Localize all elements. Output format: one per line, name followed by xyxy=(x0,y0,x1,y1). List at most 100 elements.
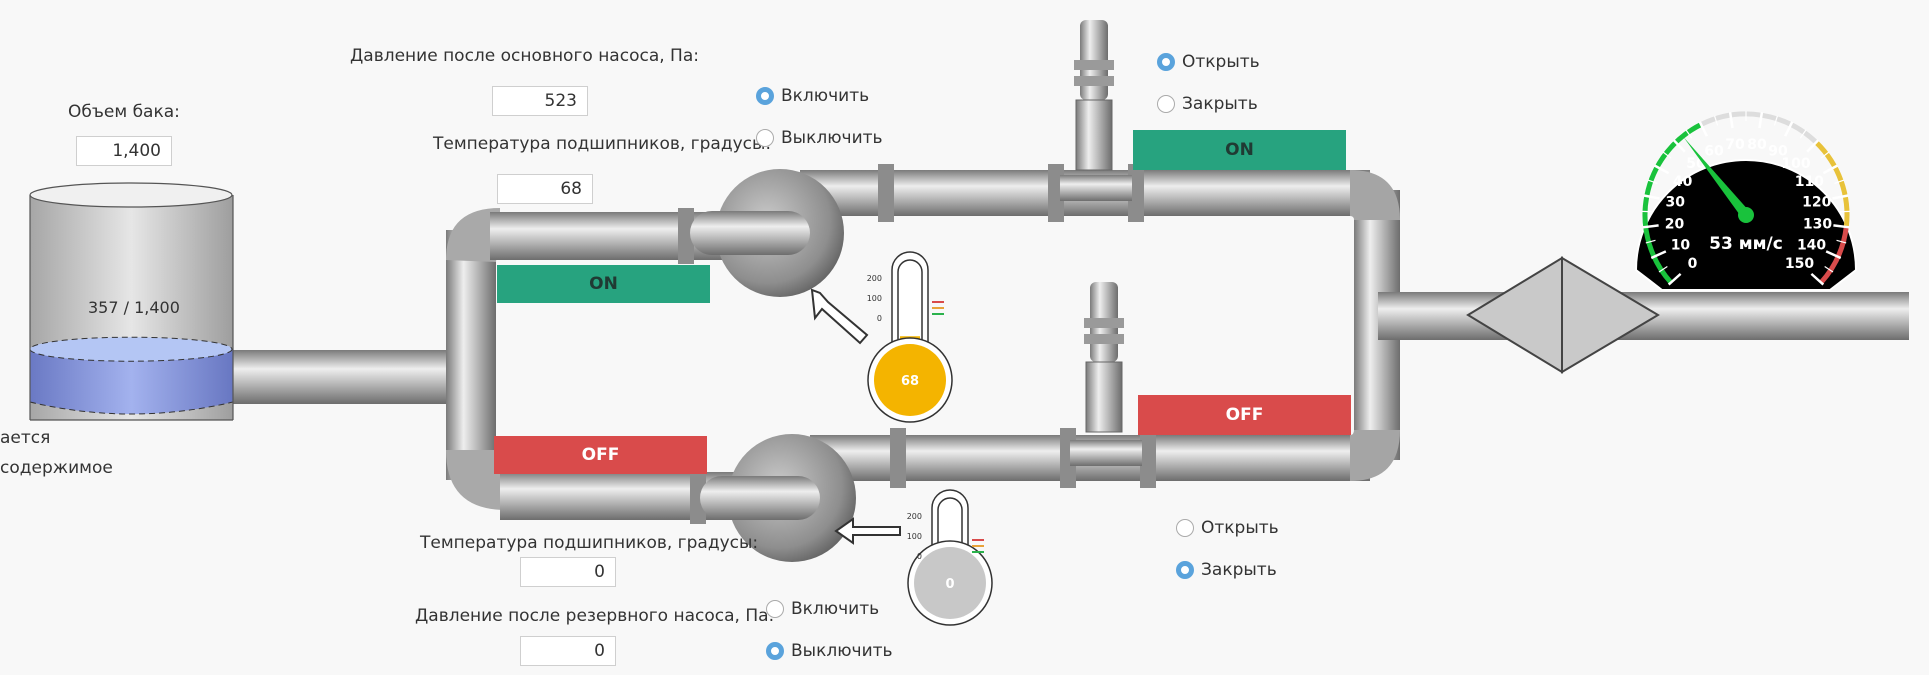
tank-water-surface xyxy=(29,336,233,362)
flange xyxy=(690,468,706,524)
gauge-tick-label: 10 xyxy=(1671,238,1691,254)
tank-outlet-pipe xyxy=(230,350,470,404)
main-pump-off-radio[interactable]: Выключить xyxy=(756,128,883,148)
thermometer-tick: 0 xyxy=(917,552,922,561)
gauge-tick xyxy=(1667,272,1682,286)
gauge-tick xyxy=(1658,265,1668,273)
radio-label: Выключить xyxy=(791,641,893,661)
radio-label: Закрыть xyxy=(1201,560,1277,580)
radio-dot xyxy=(756,129,774,147)
radio-dot xyxy=(1176,519,1194,537)
gauge-tick xyxy=(1799,129,1807,139)
top-valve-open-radio[interactable]: Открыть xyxy=(1157,52,1260,72)
tank-volume-field[interactable]: 1,400 xyxy=(76,136,172,166)
gauge-tick-label: 100 xyxy=(1781,156,1810,172)
top-valve xyxy=(1060,20,1132,201)
gauge-tick xyxy=(1713,115,1719,126)
radio-label: Включить xyxy=(781,86,870,106)
flange xyxy=(878,164,894,222)
radio-dot xyxy=(766,642,784,660)
radio-label: Открыть xyxy=(1201,518,1279,538)
thermometer-bulb xyxy=(914,547,986,619)
gauge-tick xyxy=(1653,164,1670,175)
main-pump xyxy=(690,169,844,297)
bottom-valve-close-radio[interactable]: Закрыть xyxy=(1176,560,1277,580)
gauge-tick-label: 90 xyxy=(1768,144,1788,160)
thermometer-tick: 200 xyxy=(907,512,922,521)
gauge-tick xyxy=(1672,139,1686,153)
gauge-tick-label: 150 xyxy=(1785,256,1814,272)
radio-dot xyxy=(1176,561,1194,579)
reserve-temp-field[interactable]: 0 xyxy=(520,557,616,587)
gauge-tick xyxy=(1647,179,1658,185)
top-valve-state-badge: ON xyxy=(1133,130,1346,170)
gauge-tick xyxy=(1645,239,1656,244)
reserve-pump-off-radio[interactable]: Выключить xyxy=(766,641,893,661)
radio-dot xyxy=(766,600,784,618)
reserve-temp-label: Температура подшипников, градусы: xyxy=(420,533,759,553)
gauge-tick xyxy=(1824,265,1834,273)
gauge-tick-label: 70 xyxy=(1725,137,1745,153)
reserve-pump-state-badge: OFF xyxy=(494,436,707,474)
tank xyxy=(29,182,234,421)
gauge-hub xyxy=(1738,207,1754,223)
flange xyxy=(1140,428,1156,488)
gauge-tick xyxy=(1685,129,1693,139)
gauge-tick xyxy=(1650,250,1667,260)
main-pump-state-badge: ON xyxy=(497,265,710,303)
gauge-tick-label: 60 xyxy=(1704,144,1724,160)
return-top-bend xyxy=(1350,170,1400,220)
manifold-pipe xyxy=(446,230,496,480)
gauge-tick xyxy=(1642,224,1659,229)
thermometer-tick: 0 xyxy=(877,314,882,323)
bottom-valve-open-radio[interactable]: Открыть xyxy=(1176,518,1279,538)
gauge-tick xyxy=(1833,224,1850,229)
gauge-tick xyxy=(1836,239,1847,244)
main-thermometer: 200 100 0 68 xyxy=(867,251,953,423)
tank-level-text: 357 / 1,400 xyxy=(88,298,180,317)
gauge-tick xyxy=(1784,121,1794,137)
tank-status-line1: ается xyxy=(0,428,51,448)
gauge-tick xyxy=(1662,151,1672,159)
gauge-tick xyxy=(1698,121,1708,137)
main-pump-on-radio[interactable]: Включить xyxy=(756,86,869,106)
gauge-tick xyxy=(1810,272,1825,286)
bottom-valve-state-badge: OFF xyxy=(1138,395,1351,435)
reserve-thermometer: 200 100 0 0 xyxy=(907,489,993,626)
gauge-tick xyxy=(1822,164,1839,175)
flange xyxy=(890,428,906,488)
thermometer-tick: 100 xyxy=(867,294,882,303)
gauge-tick-label: 120 xyxy=(1802,195,1831,211)
thermometer-bulb xyxy=(874,344,946,416)
reserve-pump-on-radio[interactable]: Включить xyxy=(766,599,879,619)
radio-dot xyxy=(1157,53,1175,71)
main-temp-label: Температура подшипников, градусы: xyxy=(433,134,772,154)
thermometer-value: 68 xyxy=(901,374,919,389)
reserve-pump xyxy=(700,434,856,562)
gauge-tick xyxy=(1806,139,1820,153)
bottom-valve xyxy=(1070,282,1142,466)
gauge-tick-label: 30 xyxy=(1666,195,1686,211)
gauge-tick-label: 50 xyxy=(1686,156,1706,172)
reserve-pressure-label: Давление после резервного насоса, Па: xyxy=(415,606,775,626)
gauge-tick-label: 130 xyxy=(1803,217,1832,233)
gauge-tick xyxy=(1820,151,1830,159)
pipe-network xyxy=(230,164,1909,524)
gauge-tick xyxy=(1832,194,1849,200)
manifold-top-bend xyxy=(446,208,500,262)
thermometer-value: 0 xyxy=(945,577,954,592)
reserve-pressure-field[interactable]: 0 xyxy=(520,636,616,666)
radio-label: Выключить xyxy=(781,128,883,148)
main-temp-field[interactable]: 68 xyxy=(497,174,593,204)
gauge-tick xyxy=(1834,179,1845,185)
main-pressure-field[interactable]: 523 xyxy=(492,86,588,116)
gauge-tick-label: 110 xyxy=(1795,174,1824,190)
flow-arrows xyxy=(810,288,901,545)
radio-label: Закрыть xyxy=(1182,94,1258,114)
return-bottom-bend xyxy=(1350,430,1400,481)
gauge-tick xyxy=(1643,194,1660,200)
gauge-tick xyxy=(1825,250,1842,260)
flange xyxy=(678,208,694,264)
top-valve-close-radio[interactable]: Закрыть xyxy=(1157,94,1258,114)
